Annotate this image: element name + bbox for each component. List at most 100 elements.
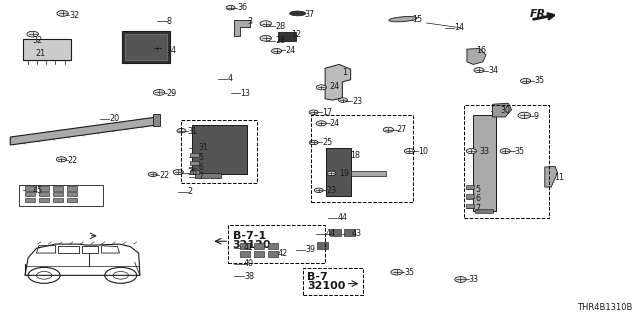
Text: 35: 35 xyxy=(515,147,525,156)
Circle shape xyxy=(339,98,348,102)
Circle shape xyxy=(260,36,271,41)
Bar xyxy=(25,192,35,196)
Text: 16: 16 xyxy=(476,45,486,55)
Text: 43: 43 xyxy=(352,229,362,238)
Text: 29: 29 xyxy=(167,89,177,98)
Text: 45: 45 xyxy=(33,186,43,195)
Bar xyxy=(351,171,386,176)
Text: 2: 2 xyxy=(188,188,193,196)
Circle shape xyxy=(177,128,186,133)
Text: B-7-1: B-7-1 xyxy=(232,230,266,241)
Bar xyxy=(122,31,170,63)
Polygon shape xyxy=(325,64,351,100)
Bar xyxy=(39,192,49,196)
Text: 19: 19 xyxy=(339,169,349,178)
Circle shape xyxy=(327,171,336,176)
Text: THR4B1310B: THR4B1310B xyxy=(577,303,633,312)
Circle shape xyxy=(474,68,484,73)
Text: 22: 22 xyxy=(68,156,78,164)
Bar xyxy=(39,198,49,202)
Text: 7: 7 xyxy=(475,204,480,213)
Bar xyxy=(278,32,296,41)
Text: 32: 32 xyxy=(33,36,43,45)
Circle shape xyxy=(500,148,510,154)
Circle shape xyxy=(383,127,394,132)
Bar xyxy=(190,161,198,165)
Text: 15: 15 xyxy=(413,15,423,24)
Bar xyxy=(192,125,246,174)
Circle shape xyxy=(404,148,415,154)
Text: 41: 41 xyxy=(244,243,254,252)
Bar xyxy=(25,198,35,202)
Text: 6: 6 xyxy=(475,194,480,204)
Text: 28: 28 xyxy=(275,22,285,31)
Bar xyxy=(53,187,63,191)
Text: 31: 31 xyxy=(188,127,198,136)
Text: 1: 1 xyxy=(342,68,348,77)
Text: 5: 5 xyxy=(198,153,204,162)
Text: 26: 26 xyxy=(188,168,198,177)
Circle shape xyxy=(520,78,531,84)
Bar xyxy=(344,229,355,236)
Circle shape xyxy=(467,148,476,154)
Text: 34: 34 xyxy=(167,45,177,55)
Polygon shape xyxy=(467,49,486,64)
Text: 33: 33 xyxy=(479,147,490,156)
Circle shape xyxy=(27,31,38,37)
Text: 4: 4 xyxy=(227,74,232,83)
Bar xyxy=(25,187,35,191)
Text: 6: 6 xyxy=(198,163,204,172)
Text: 24: 24 xyxy=(330,119,340,128)
Text: 44: 44 xyxy=(337,213,348,222)
Bar xyxy=(125,34,167,60)
Bar xyxy=(240,252,250,257)
Bar xyxy=(254,252,264,257)
Text: 36: 36 xyxy=(237,3,247,12)
Bar xyxy=(67,187,77,191)
Circle shape xyxy=(260,21,271,27)
Text: 21: 21 xyxy=(36,49,46,58)
Circle shape xyxy=(309,110,318,115)
Polygon shape xyxy=(492,103,511,117)
Text: 11: 11 xyxy=(554,173,564,182)
Text: 23: 23 xyxy=(352,97,362,106)
Circle shape xyxy=(518,112,531,119)
Bar xyxy=(67,192,77,196)
Circle shape xyxy=(152,46,163,51)
Text: 18: 18 xyxy=(350,151,360,160)
Text: 17: 17 xyxy=(322,108,332,117)
Bar xyxy=(53,198,63,202)
Bar xyxy=(23,39,71,60)
Text: 12: 12 xyxy=(291,30,301,39)
Bar xyxy=(317,242,328,249)
Text: FR.: FR. xyxy=(529,9,550,19)
Circle shape xyxy=(314,188,323,193)
Text: 32100: 32100 xyxy=(307,281,346,291)
Text: 32120: 32120 xyxy=(232,240,271,250)
Bar xyxy=(268,252,278,257)
Text: 23: 23 xyxy=(326,186,337,195)
Text: 8: 8 xyxy=(167,17,172,26)
Circle shape xyxy=(57,11,68,16)
Text: 14: 14 xyxy=(454,23,464,32)
Polygon shape xyxy=(545,166,557,187)
Text: 13: 13 xyxy=(240,89,250,98)
Bar xyxy=(326,148,351,196)
Circle shape xyxy=(271,49,282,53)
Circle shape xyxy=(316,121,326,126)
Bar xyxy=(475,209,493,212)
Bar xyxy=(53,192,63,196)
Text: 28: 28 xyxy=(275,36,285,45)
Circle shape xyxy=(309,140,318,145)
Circle shape xyxy=(226,5,235,10)
Text: 24: 24 xyxy=(285,45,295,55)
Ellipse shape xyxy=(290,11,306,16)
Text: 37: 37 xyxy=(304,10,314,19)
Bar xyxy=(240,244,250,249)
Bar xyxy=(190,170,198,174)
Text: 42: 42 xyxy=(277,250,287,259)
Text: 30: 30 xyxy=(500,106,511,115)
Bar xyxy=(39,187,49,191)
Circle shape xyxy=(316,85,326,90)
Circle shape xyxy=(56,157,67,162)
